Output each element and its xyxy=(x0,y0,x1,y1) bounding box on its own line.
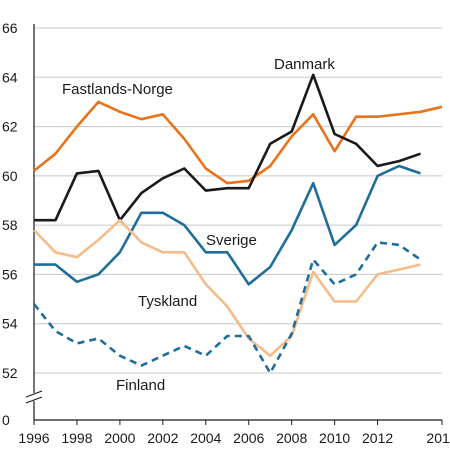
x-tick-label-2010: 2010 xyxy=(319,430,350,446)
axes xyxy=(25,24,443,425)
series-lines xyxy=(32,73,443,375)
y-tick-label-62: 62 xyxy=(2,119,18,135)
series-label-finland: Finland xyxy=(116,377,165,394)
x-tick-label-2004: 2004 xyxy=(190,430,221,446)
x-tick-label-2002: 2002 xyxy=(147,430,178,446)
y-tick-label-58: 58 xyxy=(2,217,18,233)
x-tick-label-2015: 2015 xyxy=(426,430,450,446)
x-tick-label-1996: 1996 xyxy=(18,430,49,446)
y-tick-label-56: 56 xyxy=(2,266,18,282)
x-tick-label-2000: 2000 xyxy=(104,430,135,446)
x-tick-label-2012: 2012 xyxy=(362,430,393,446)
series-line-finland xyxy=(32,241,422,375)
series-line-sverige xyxy=(34,164,421,286)
series-label-fastlands-norge: Fastlands-Norge xyxy=(62,81,173,98)
y-tick-label-64: 64 xyxy=(2,69,18,85)
x-tick-label-2006: 2006 xyxy=(233,430,264,446)
axis-break-gap xyxy=(26,393,42,401)
series-label-danmark: Danmark xyxy=(274,56,335,73)
y-tick-label-52: 52 xyxy=(2,365,18,381)
series-line-tyskland xyxy=(33,218,421,357)
series-label-sverige: Sverige xyxy=(206,232,257,249)
y-tick-label-0: 0 xyxy=(2,412,10,428)
tick-labels: 0 52 54 56 58 60 62 64 66 1996 1998 2000 2002 2004 200… xyxy=(2,20,450,446)
series-line-danmark xyxy=(34,73,421,222)
axis-break-mark-upper xyxy=(25,390,43,398)
series-labels: Fastlands-Norge Danmark Sverige Tyskland… xyxy=(62,56,335,394)
series-label-tyskland: Tyskland xyxy=(138,293,197,310)
y-tick-label-66: 66 xyxy=(2,20,18,36)
axis-break-mark-lower xyxy=(25,396,43,404)
x-tick-label-1998: 1998 xyxy=(61,430,92,446)
gridlines xyxy=(34,27,442,374)
x-tick-label-2008: 2008 xyxy=(276,430,307,446)
series-line-fastlands-norge xyxy=(33,100,443,185)
y-tick-label-54: 54 xyxy=(2,316,18,332)
y-tick-label-60: 60 xyxy=(2,168,18,184)
